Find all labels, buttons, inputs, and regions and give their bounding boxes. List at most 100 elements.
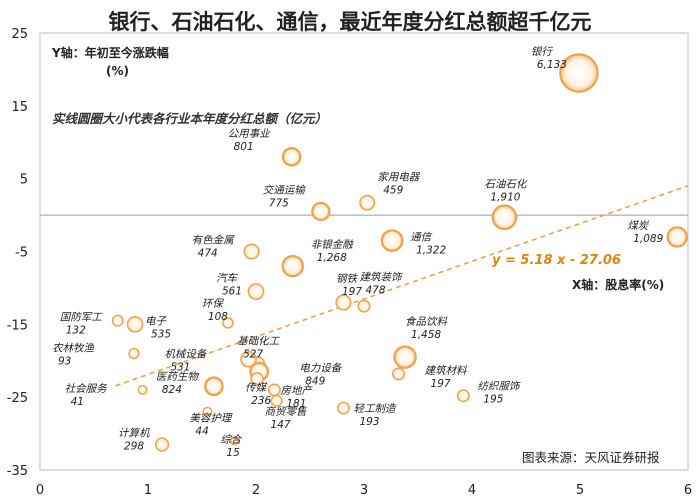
point-value-label: 195 [483, 394, 503, 406]
point-value-label: 236 [251, 395, 271, 407]
bubble-4 [311, 201, 331, 222]
bubble-6 [380, 229, 404, 252]
y-axis-unit: (%) [106, 64, 129, 78]
y-tick-label: 5 [20, 173, 28, 188]
y-axis-title: Y轴：年初至今涨跌幅 [52, 46, 169, 60]
y-tick-label: 15 [11, 100, 28, 115]
point-value-label: 474 [198, 248, 218, 260]
x-tick-label: 2 [252, 483, 260, 498]
point-value-label: 93 [58, 355, 71, 367]
point-name-label: 汽车 [216, 273, 238, 285]
point-name-label: 农林牧渔 [52, 342, 94, 354]
plot-frame [39, 32, 689, 471]
point-value-label: 15 [226, 447, 240, 459]
y-tick-label: -15 [7, 318, 28, 333]
point-value-label: 1,458 [411, 329, 441, 341]
trendline [115, 185, 689, 387]
x-tick-label: 4 [468, 483, 476, 498]
bubble-20 [392, 367, 406, 381]
x-tick-label: 5 [576, 483, 584, 498]
point-value-label: 561 [222, 286, 242, 298]
point-name-label: 非银金融 [311, 239, 354, 251]
chart-title: 银行、石油石化、通信，最近年度分红总额超千亿元 [108, 10, 592, 34]
bubble-17 [128, 347, 140, 360]
point-value-label: 44 [195, 426, 208, 438]
point-name-label: 交通运输 [263, 184, 306, 196]
x-tick-label: 6 [684, 483, 692, 498]
bubble-1 [281, 147, 302, 167]
point-name-label: 环保 [202, 298, 224, 310]
bubble-23 [267, 383, 281, 397]
point-value-label: 527 [243, 348, 263, 360]
bubble-16 [393, 345, 417, 369]
point-value-label: 6,133 [537, 59, 567, 71]
bubble-8 [281, 254, 304, 278]
point-value-label: 1,910 [490, 191, 520, 203]
bubble-30 [229, 436, 239, 446]
point-name-label: 国防军工 [60, 312, 103, 324]
x-tick-label: 0 [36, 483, 44, 498]
point-name-label: 电力设备 [299, 363, 342, 375]
x-tick-label: 3 [360, 483, 368, 498]
point-name-label: 基础化工 [237, 335, 280, 347]
point-name-label: 有色金属 [192, 235, 235, 247]
bubble-11 [335, 294, 352, 311]
point-value-label: 1,089 [633, 233, 663, 245]
y-axis-label: Y轴：年初至今涨跌幅 (%) [52, 44, 169, 80]
point-value-label: 197 [342, 286, 362, 298]
point-value-label: 298 [124, 441, 144, 453]
point-name-label: 综合 [220, 434, 242, 446]
bubble-0 [559, 53, 599, 93]
point-value-label: 459 [383, 185, 403, 197]
point-value-label: 108 [208, 311, 228, 323]
point-name-label: 传媒 [245, 382, 267, 394]
point-name-label: 计算机 [118, 428, 150, 440]
bubble-25 [456, 389, 470, 403]
bubble-27 [337, 401, 350, 415]
bubble-24 [137, 384, 148, 395]
bubble-7 [243, 243, 260, 260]
bubble-10 [357, 299, 371, 313]
point-name-label: 房地产 [280, 385, 313, 397]
y-tick-label: -25 [7, 391, 28, 406]
point-name-label: 银行 [531, 46, 553, 58]
bubble-29 [154, 437, 170, 452]
bubble-22 [250, 372, 264, 386]
point-value-label: 181 [286, 398, 306, 410]
label-layer: 银行6,133公用事业801家用电器459石油石化1,910交通运输775煤炭1… [52, 46, 664, 459]
point-name-label: 轻工制造 [353, 403, 396, 415]
bubble-2 [359, 194, 376, 211]
point-value-label: 801 [234, 141, 254, 153]
bubble-size-note: 实线圆圈大小代表各行业本年度分红总额（亿元） [52, 111, 328, 126]
point-value-label: 535 [151, 328, 171, 340]
x-tick-label: 1 [144, 483, 152, 498]
point-name-label: 通信 [410, 232, 432, 244]
point-value-label: 1,322 [416, 245, 446, 257]
bubble-12 [111, 314, 124, 327]
point-name-label: 电子 [145, 315, 167, 327]
point-name-label: 公用事业 [228, 128, 271, 140]
point-value-label: 824 [162, 384, 182, 396]
bubble-14 [222, 317, 234, 329]
point-name-label: 石油石化 [484, 178, 527, 190]
bubble-26 [202, 406, 213, 417]
point-name-label: 美容护理 [189, 413, 232, 425]
bubble-28 [270, 394, 283, 407]
point-value-label: 775 [269, 197, 289, 209]
bubble-5 [666, 226, 688, 248]
y-tick-label: -35 [7, 464, 28, 479]
point-name-label: 食品饮料 [405, 316, 447, 328]
point-name-label: 社会服务 [65, 383, 108, 395]
point-value-label: 197 [431, 378, 451, 390]
bubble-21 [204, 376, 224, 397]
point-value-label: 147 [271, 419, 291, 431]
point-value-label: 132 [66, 325, 86, 337]
bubble-13 [126, 316, 144, 333]
point-name-label: 建筑材料 [425, 365, 467, 377]
point-name-label: 家用电器 [377, 172, 420, 184]
y-tick-label: -5 [15, 246, 28, 261]
point-value-label: 193 [359, 416, 379, 428]
point-name-label: 建筑装饰 [359, 271, 402, 283]
point-name-label: 纺织服饰 [477, 381, 520, 393]
